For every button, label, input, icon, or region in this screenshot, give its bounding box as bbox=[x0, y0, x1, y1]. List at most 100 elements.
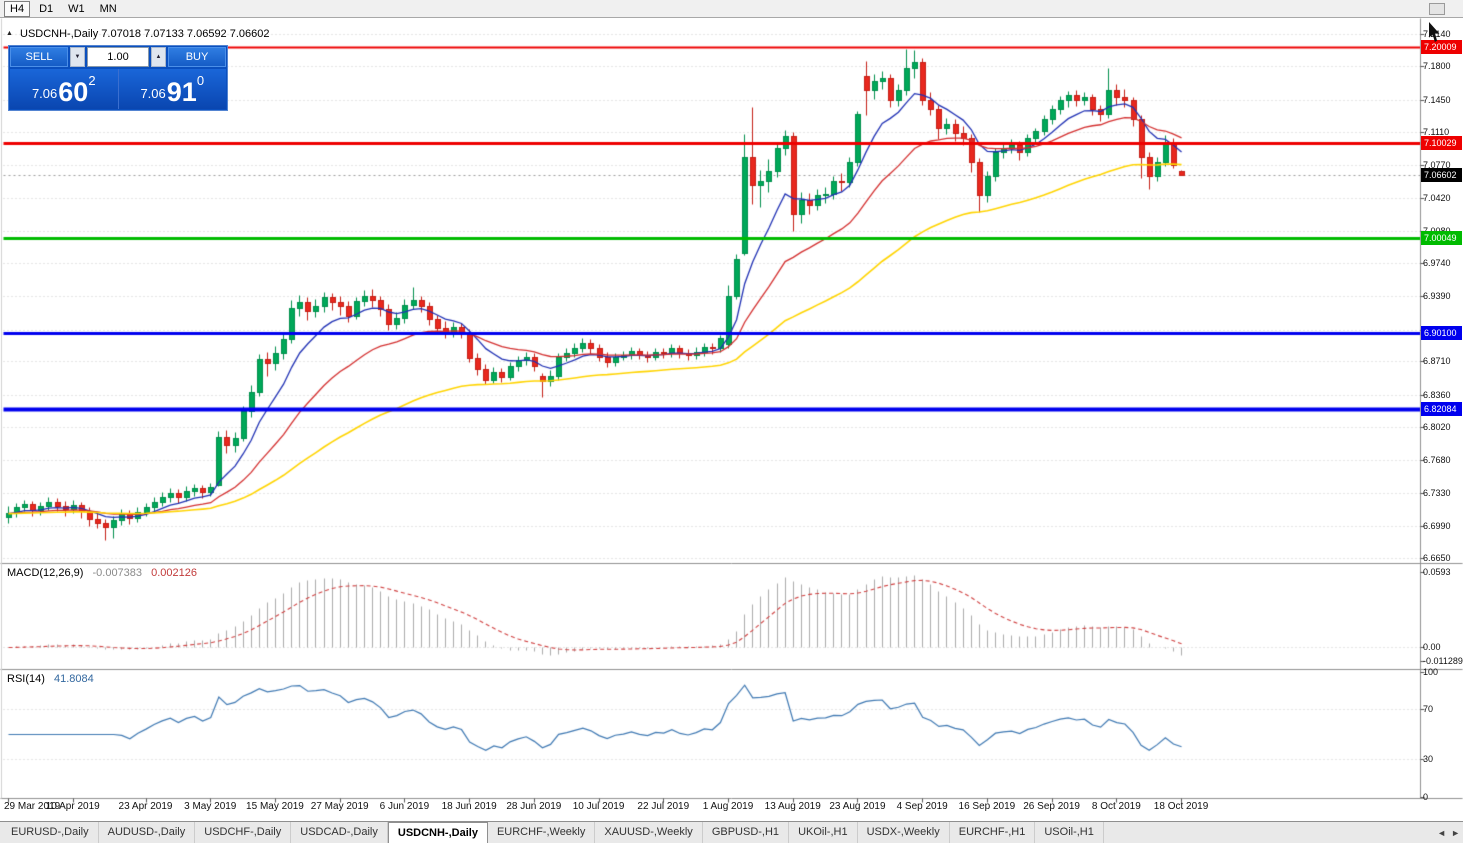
price-axis-label: 6.9740 bbox=[1423, 258, 1451, 269]
rsi-axis-label: 70 bbox=[1423, 704, 1434, 714]
date-axis-label: 18 Jun 2019 bbox=[441, 801, 497, 812]
price-axis-label: 6.6990 bbox=[1423, 520, 1451, 531]
macd-axis-label: 0.00 bbox=[1423, 642, 1441, 652]
date-axis-label: 10 Jul 2019 bbox=[572, 801, 625, 812]
chart-tab-usdcaddaily[interactable]: USDCAD-,Daily bbox=[291, 822, 388, 843]
chart-tabs: EURUSD-,Daily AUDUSD-,Daily USDCHF-,Daily U… bbox=[2, 822, 1104, 843]
toolbar-overflow-button[interactable] bbox=[1429, 3, 1445, 15]
date-axis-label: 23 Apr 2019 bbox=[118, 801, 173, 812]
price-axis-label: 7.0080 bbox=[1423, 226, 1451, 236]
chart-tab-usdxweekly[interactable]: USDX-,Weekly bbox=[858, 822, 950, 843]
date-axis-label: 29 Mar 2019 bbox=[4, 801, 61, 812]
date-axis-label: 1 Aug 2019 bbox=[702, 801, 754, 812]
tab-scroll-left-icon[interactable]: ◄ bbox=[1437, 827, 1447, 838]
rsi-axis-label: 30 bbox=[1423, 754, 1434, 764]
price-axis-label: 6.7680 bbox=[1423, 454, 1451, 465]
date-axis-label: 6 Jun 2019 bbox=[379, 801, 430, 812]
timeframe-button-mn[interactable]: MN bbox=[99, 2, 117, 15]
price-axis-label: 7.0420 bbox=[1423, 193, 1451, 204]
date-axis-label: 8 Oct 2019 bbox=[1091, 801, 1141, 812]
tab-scroll-right-icon[interactable]: ► bbox=[1451, 827, 1460, 838]
date-axis-label: 28 Jun 2019 bbox=[506, 801, 562, 812]
chart-tab-usdchfdaily[interactable]: USDCHF-,Daily bbox=[195, 822, 292, 843]
volume-decrease-button[interactable]: ▼ bbox=[70, 47, 85, 67]
chart-tab-eurchfh1[interactable]: EURCHF-,H1 bbox=[950, 822, 1036, 843]
timeframe-button-w1[interactable]: W1 bbox=[68, 2, 85, 15]
price-axis-label: 7.0770 bbox=[1423, 159, 1451, 170]
macd-signal-value: 0.002126 bbox=[151, 567, 197, 579]
price-axis-label: 6.8710 bbox=[1423, 356, 1451, 367]
buy-button[interactable]: BUY bbox=[168, 47, 226, 67]
hline-price-badge: 6.90100 bbox=[1421, 325, 1462, 340]
date-axis-label: 4 Sep 2019 bbox=[896, 801, 948, 812]
date-axis-label: 23 Aug 2019 bbox=[829, 801, 886, 812]
one-click-panel-toggle-icon[interactable]: ▲ bbox=[6, 30, 13, 37]
rsi-label-row: RSI(14) 41.8084 bbox=[7, 673, 94, 685]
chart-title-row: ▲ USDCNH-,Daily 7.07018 7.07133 7.06592 … bbox=[6, 28, 270, 40]
timeframe-toolbar: H4 D1 W1 MN bbox=[0, 0, 1463, 18]
price-axis-label: 6.7330 bbox=[1423, 488, 1451, 499]
rsi-label: RSI(14) bbox=[7, 673, 45, 685]
chart-tab-ukoilh1[interactable]: UKOil-,H1 bbox=[789, 822, 858, 843]
date-axis-label: 10 Apr 2019 bbox=[45, 801, 100, 812]
buy-price[interactable]: 7.06 91 0 bbox=[119, 69, 227, 109]
chart-title: USDCNH-,Daily 7.07018 7.07133 7.06592 7.… bbox=[20, 28, 270, 40]
rsi-axis-label: 100 bbox=[1423, 666, 1439, 677]
chart-tab-eurchfweekly[interactable]: EURCHF-,Weekly bbox=[488, 822, 596, 843]
date-axis-label: 18 Oct 2019 bbox=[1153, 801, 1209, 812]
volume-increase-button[interactable]: ▲ bbox=[151, 47, 166, 67]
date-axis-label: 26 Sep 2019 bbox=[1023, 801, 1080, 812]
volume-input[interactable] bbox=[87, 47, 149, 67]
chevron-up-icon: ▲ bbox=[155, 53, 162, 60]
chart-tab-bar: EURUSD-,Daily AUDUSD-,Daily USDCHF-,Daily U… bbox=[0, 821, 1463, 843]
hline-price-badge: 7.00049 bbox=[1421, 230, 1462, 245]
buy-price-big: 91 bbox=[166, 77, 197, 107]
timeframe-button-d1[interactable]: D1 bbox=[39, 2, 54, 15]
chevron-down-icon: ▼ bbox=[74, 53, 81, 60]
chart-tab-usdcnhdaily[interactable]: USDCNH-,Daily bbox=[387, 822, 488, 843]
date-axis-label: 22 Jul 2019 bbox=[637, 801, 690, 812]
macd-axis-label: 0.0593 bbox=[1423, 566, 1451, 577]
price-axis-label: 6.6650 bbox=[1423, 553, 1451, 563]
rsi-value: 41.8084 bbox=[53, 673, 94, 685]
sell-price-big: 60 bbox=[58, 77, 89, 107]
chart-window: ▲ USDCNH-,Daily 7.07018 7.07133 7.06592 … bbox=[0, 18, 1463, 821]
chart-canvas[interactable] bbox=[0, 18, 1463, 821]
price-axis-label: 6.8360 bbox=[1423, 389, 1451, 400]
rsi-axis-label: 0 bbox=[1423, 791, 1429, 802]
chart-tab-audusddaily[interactable]: AUDUSD-,Daily bbox=[99, 822, 196, 843]
hline-price-badge: 7.10029 bbox=[1421, 135, 1462, 150]
chart-tab-usoilh1[interactable]: USOil-,H1 bbox=[1035, 822, 1104, 843]
hline-price-badge: 7.20009 bbox=[1421, 40, 1462, 55]
macd-label-row: MACD(12,26,9) -0.007383 0.002126 bbox=[7, 567, 197, 579]
date-axis-label: 27 May 2019 bbox=[310, 801, 369, 812]
price-axis-label: 6.8020 bbox=[1423, 422, 1451, 433]
chart-tab-xauusdweekly[interactable]: XAUUSD-,Weekly bbox=[595, 822, 703, 843]
chart-tab-eurusddaily[interactable]: EURUSD-,Daily bbox=[2, 822, 99, 843]
price-axis-label: 7.1800 bbox=[1423, 61, 1451, 72]
timeframe-button-h4[interactable]: H4 bbox=[4, 0, 31, 17]
current-price-badge: 7.06602 bbox=[1421, 168, 1462, 183]
sell-button[interactable]: SELL bbox=[10, 47, 68, 67]
tab-scroll-buttons: ◄ ► bbox=[1437, 822, 1460, 843]
timeframe-buttons: H4 D1 W1 MN bbox=[4, 0, 126, 17]
macd-value: -0.007383 bbox=[92, 567, 143, 579]
price-axis-label: 7.1110 bbox=[1423, 127, 1450, 138]
date-axis-label: 3 May 2019 bbox=[184, 801, 237, 812]
sell-price[interactable]: 7.06 60 2 bbox=[10, 69, 119, 109]
macd-label: MACD(12,26,9) bbox=[7, 567, 84, 579]
hline-price-badge: 6.82084 bbox=[1421, 402, 1462, 417]
sell-price-prefix: 7.06 bbox=[31, 86, 58, 101]
sell-price-sup: 2 bbox=[88, 73, 96, 88]
mouse-cursor bbox=[1429, 22, 1440, 42]
macd-axis-label: -0.011289 bbox=[1423, 656, 1463, 667]
buy-price-prefix: 7.06 bbox=[140, 86, 166, 101]
date-axis-label: 15 May 2019 bbox=[246, 801, 304, 812]
buy-price-sup: 0 bbox=[196, 73, 205, 88]
price-axis-label: 7.1450 bbox=[1423, 94, 1451, 105]
chart-tab-gbpusdh1[interactable]: GBPUSD-,H1 bbox=[703, 822, 790, 843]
price-axis-label: 6.9390 bbox=[1423, 291, 1451, 302]
date-axis-label: 13 Aug 2019 bbox=[764, 801, 821, 812]
